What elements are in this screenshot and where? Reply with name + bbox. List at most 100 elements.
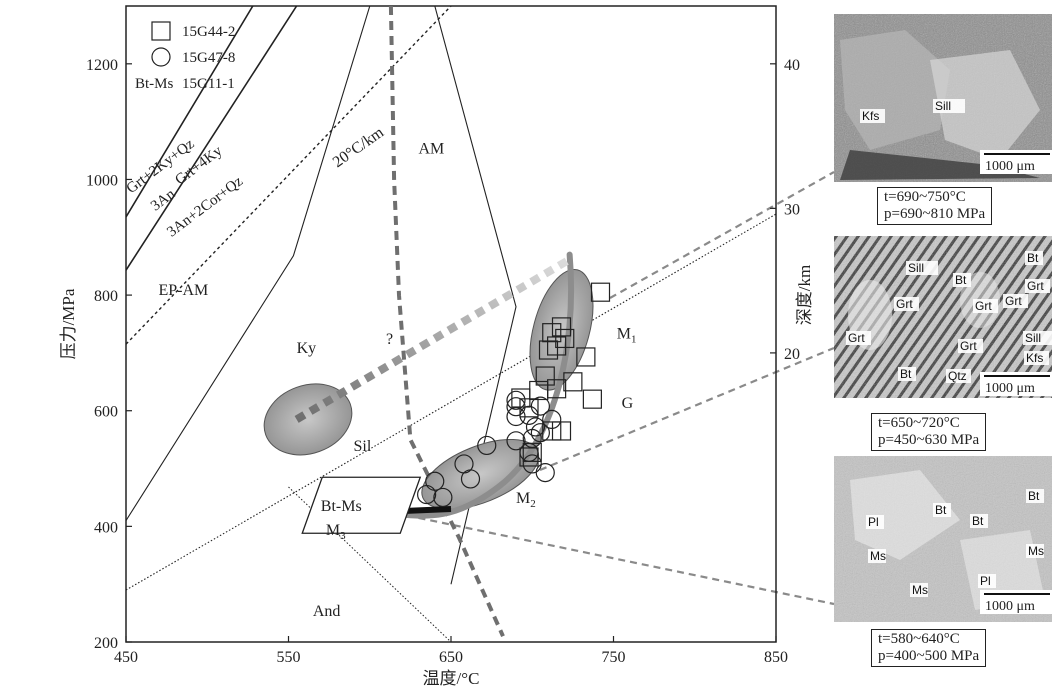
x-tick-label: 650 (439, 649, 463, 666)
axes: 450 550 650 750 850 200 400 600 800 1000 1200 20 30 4… (59, 57, 814, 688)
question-mark: ? (386, 331, 393, 348)
mineral-label-bg (898, 367, 916, 381)
connector-lines (394, 171, 835, 606)
square-marker (542, 421, 562, 441)
square-marker (590, 282, 611, 302)
circle-marker (433, 487, 453, 508)
field-label: Ky (297, 340, 317, 357)
stage-label-subscript: 2 (530, 498, 536, 510)
mineral-label-bg (846, 331, 871, 345)
y-tick-label: 1200 (86, 57, 118, 74)
field-label: EP-AM (159, 282, 209, 299)
y2-axis-label: 深度/km (795, 265, 814, 325)
boundary-line (288, 486, 452, 642)
legend-label: 15G47-8 (182, 50, 235, 66)
stage-label-subscript: 3 (340, 530, 346, 542)
square-marker (563, 372, 583, 392)
photo-caption-3: t=580~640°C p=400~500 MPa (871, 629, 987, 667)
mineral-label-bg (933, 99, 965, 113)
mineral-label-bg (1025, 279, 1050, 293)
mineral-label: Qtz (948, 369, 967, 383)
x-axis-label: 温度/°C (423, 669, 480, 688)
y-tick-label: 600 (94, 404, 118, 421)
caption-temperature-1: t=690~750°C (884, 189, 966, 205)
x-tick-label: 750 (602, 649, 626, 666)
mineral-label: Pl (868, 515, 879, 529)
plot-content: Bt-Ms (126, 6, 776, 642)
mineral-label-bg (1026, 489, 1044, 503)
mineral-label-bg (1024, 351, 1049, 365)
scale-bar-label: 1000 μm (985, 381, 1035, 396)
circle-marker (519, 442, 539, 462)
stage-label-subscript: 1 (631, 333, 637, 345)
bt-ms-box (301, 476, 422, 534)
mineral-label: Bt (900, 367, 912, 381)
circle-marker (460, 469, 481, 489)
reaction-label: 3An+2Cor+Qz (164, 173, 246, 240)
photo-panel-2 (834, 236, 1052, 398)
mineral-label: Grt (848, 331, 865, 345)
x-tick-label: 550 (277, 649, 301, 666)
mineral-label: Pl (980, 574, 991, 588)
mineral-label-bg (868, 549, 886, 563)
mineral-label-bg (1026, 544, 1044, 558)
mineral-label: Bt (935, 503, 947, 517)
caption-pressure-3: p=400~500 MPa (878, 648, 980, 664)
mineral-label: Kfs (862, 109, 879, 123)
circle-marker (477, 435, 497, 456)
mineral-label-bg (978, 574, 996, 588)
square-marker (555, 328, 575, 349)
bt-ms-box-label: Bt-Ms (321, 498, 362, 515)
mineral-label-bg (973, 299, 998, 313)
x-tick-label: 450 (114, 649, 138, 666)
legend-label: 15G44-2 (182, 24, 235, 40)
mineral-label-bg (866, 515, 884, 529)
caption-pressure-2: p=450~630 MPa (878, 432, 980, 448)
legend-circle-marker (151, 47, 171, 67)
mineral-label: Sill (935, 99, 951, 113)
mineral-label-bg (860, 109, 885, 123)
square-marker (551, 317, 572, 337)
square-marker (511, 388, 531, 408)
caption-temperature-2: t=650~720°C (878, 415, 960, 431)
square-marker (551, 421, 572, 441)
field-label: 20°C/km (330, 124, 388, 171)
mineral-label: Sill (908, 261, 924, 275)
mineral-label-bg (910, 583, 928, 597)
field-label: And (313, 603, 341, 620)
plot-frame (125, 5, 777, 643)
circle-marker (506, 431, 526, 451)
reaction-label: 3An (148, 186, 179, 215)
mineral-label-bg (933, 503, 951, 517)
mineral-label: Grt (1005, 294, 1022, 308)
mineral-label: Ms (912, 583, 928, 597)
mineral-label: Bt (955, 273, 967, 287)
mineral-label-bg (906, 261, 938, 275)
square-marker (538, 340, 559, 360)
square-marker (542, 323, 562, 343)
field-label: Sil (354, 438, 372, 455)
scale-bar-label: 1000 μm (985, 599, 1035, 614)
square-marker (535, 366, 555, 386)
legend-symbol-text: Bt-Ms (135, 76, 174, 92)
mineral-label: Grt (960, 339, 977, 353)
circle-marker (525, 417, 546, 437)
caption-pressure-1: p=690~810 MPa (884, 206, 986, 222)
mineral-label: Bt (1027, 251, 1039, 265)
circle-marker (522, 428, 542, 449)
stage-ellipse (263, 383, 353, 456)
y-tick-label: 400 (94, 519, 118, 536)
mineral-label-bg (958, 339, 983, 353)
circle-marker (519, 405, 539, 425)
circle-marker (417, 484, 437, 505)
mineral-label: Bt (1028, 489, 1040, 503)
mineral-label-bg (1023, 331, 1054, 345)
photo-caption-1: t=690~750°C p=690~810 MPa (877, 187, 993, 225)
mineral-label: Sill (1025, 331, 1041, 345)
photo-caption-2: t=650~720°C p=450~630 MPa (871, 413, 987, 451)
boundary-line (126, 6, 452, 345)
circle-marker (506, 390, 526, 410)
boundary-line (126, 6, 254, 218)
mineral-label: Grt (896, 297, 913, 311)
